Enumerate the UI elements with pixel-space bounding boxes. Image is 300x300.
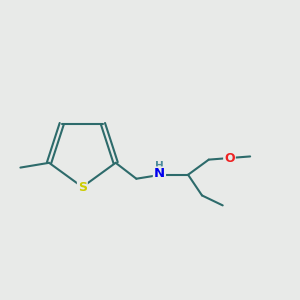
Text: H: H xyxy=(155,161,164,171)
Text: S: S xyxy=(78,181,87,194)
Text: N: N xyxy=(154,167,165,181)
Text: O: O xyxy=(224,152,235,164)
